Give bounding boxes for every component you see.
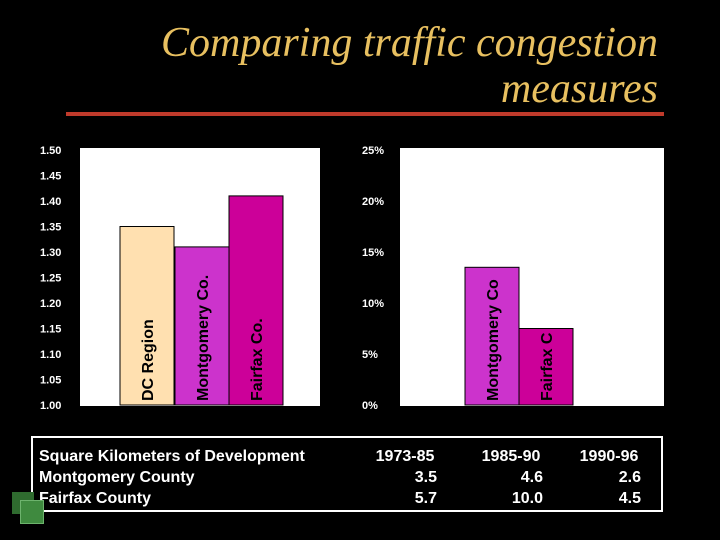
urbanized-congestion-chart: Urbanized Congestion 2000 1.50 1.45 1.40 1.… bbox=[40, 145, 320, 412]
bar-category-label: Fairfax C bbox=[539, 332, 556, 401]
bar-category-label: DC Region bbox=[140, 319, 157, 401]
y-tick-label: 5% bbox=[362, 349, 378, 361]
bar-category-label: Montgomery Co bbox=[485, 279, 502, 401]
bar-dc-region bbox=[119, 226, 175, 406]
y-tick-label: 1.00 bbox=[40, 400, 61, 412]
title-divider bbox=[66, 112, 664, 116]
bar-category-label: Montgomery Co. bbox=[195, 275, 212, 401]
cell-montgomery: 2.6 bbox=[618, 469, 641, 486]
cell-fairfax: 4.5 bbox=[618, 490, 641, 507]
bar-fairfax-co bbox=[228, 195, 284, 406]
y-tick-label: 1.05 bbox=[40, 375, 61, 387]
y-tick-label: 1.40 bbox=[40, 196, 61, 208]
slide-title-line1: Comparing traffic congestion bbox=[161, 20, 658, 66]
cell-fairfax: 5.7 bbox=[414, 490, 437, 507]
cell-fairfax: 10.0 bbox=[511, 490, 543, 507]
y-tick-label: 20% bbox=[362, 196, 384, 208]
y-tick-label: 10% bbox=[362, 298, 384, 310]
cell-montgomery: 4.6 bbox=[520, 469, 543, 486]
chart1-title: Urbanized Congestion 2000 bbox=[92, 155, 266, 171]
row-label-montgomery: Montgomery County bbox=[39, 469, 195, 486]
y-tick-label: 1.10 bbox=[40, 349, 61, 361]
row-label-fairfax: Fairfax County bbox=[39, 490, 152, 507]
table-column-1973-85: 1973-85 3.5 5.7 bbox=[373, 446, 437, 509]
y-tick-label: 1.35 bbox=[40, 222, 61, 234]
y-tick-label: 1.15 bbox=[40, 324, 61, 336]
bar-fairfax-c bbox=[518, 328, 574, 406]
table-column-1990-96: 1990-96 2.6 4.5 bbox=[577, 446, 641, 509]
table-column-1985-90: 1985-90 4.6 10.0 bbox=[479, 446, 543, 509]
column-header: 1985-90 bbox=[481, 448, 541, 465]
development-table: Square Kilometers of Development Montgom… bbox=[31, 436, 663, 512]
decorative-squares-icon bbox=[12, 492, 46, 526]
charts-canvas: Urbanized Congestion 2000 1.50 1.45 1.40 1.… bbox=[40, 145, 664, 412]
y-tick-label: 1.45 bbox=[40, 171, 61, 183]
slide-title-line2: measures bbox=[500, 66, 658, 112]
column-header: 1973-85 bbox=[375, 448, 435, 465]
slide-title: Comparing traffic congestion measures bbox=[100, 20, 658, 112]
table-row-labels: Square Kilometers of Development Montgom… bbox=[39, 446, 305, 509]
cell-montgomery: 3.5 bbox=[414, 469, 437, 486]
bar-category-label: Fairfax Co. bbox=[249, 318, 266, 401]
y-tick-label: 25% bbox=[362, 145, 384, 157]
y-tick-label: 0% bbox=[362, 400, 378, 412]
bar-montgomery-co bbox=[174, 246, 230, 406]
y-tick-label: 1.50 bbox=[40, 145, 61, 157]
y-tick-label: 1.30 bbox=[40, 247, 61, 259]
table-heading: Square Kilometers of Development bbox=[39, 448, 305, 465]
y-tick-label: 1.25 bbox=[40, 273, 61, 285]
column-header: 1990-96 bbox=[579, 448, 639, 465]
y-tick-label: 1.20 bbox=[40, 298, 61, 310]
chart2-title: Transit Mode Share 2000 bbox=[405, 159, 563, 175]
transit-mode-share-chart: Transit Mode Share 2000 25% 20% 15% 10% 5% 0%… bbox=[362, 145, 664, 412]
y-tick-label: 15% bbox=[362, 247, 384, 259]
